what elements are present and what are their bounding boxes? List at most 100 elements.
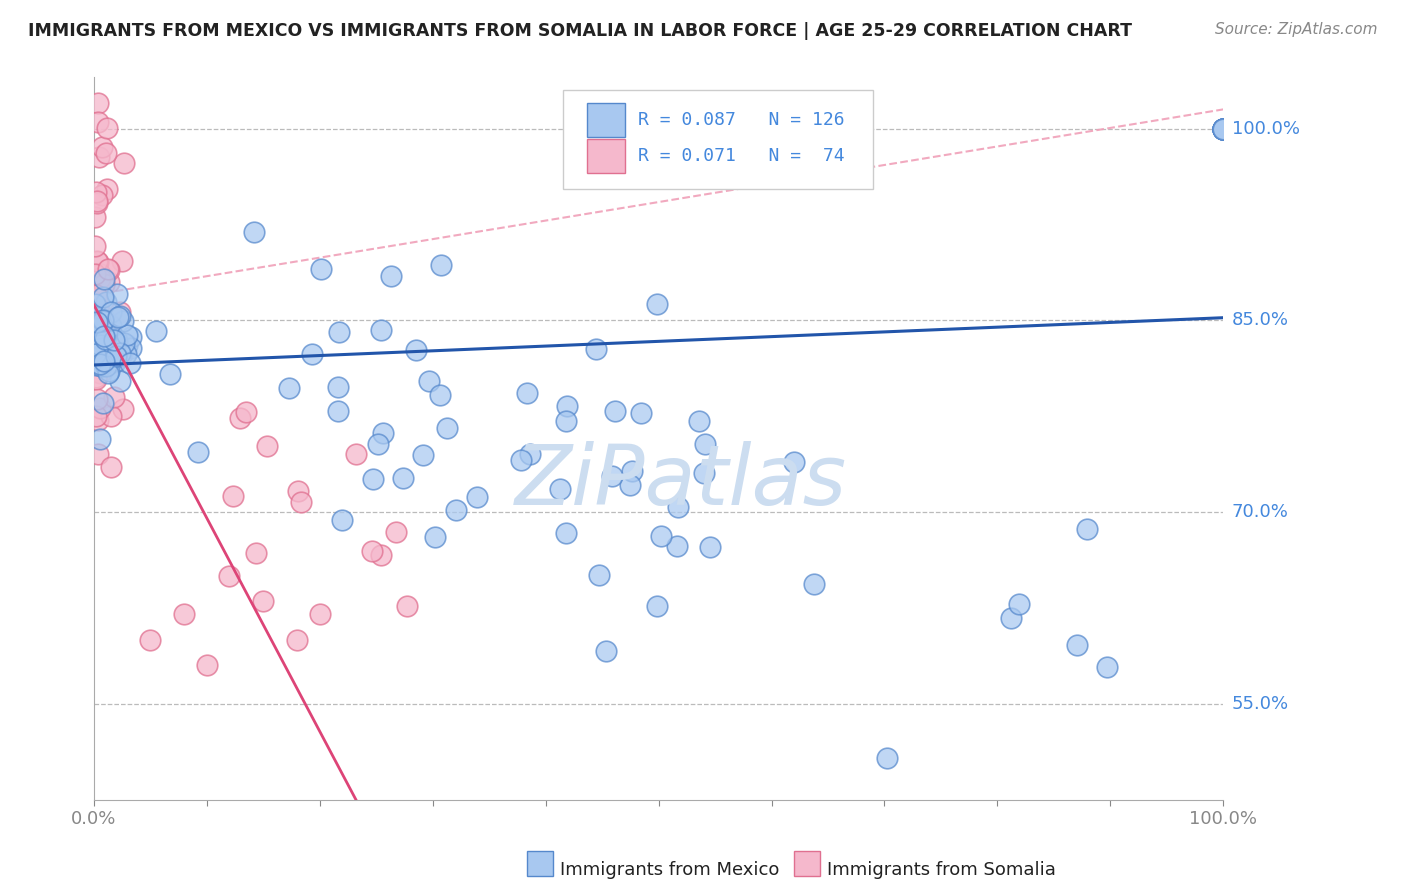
Point: [120, 330, 142, 344]
Point: [89, 150, 111, 164]
Point: [89, 432, 111, 446]
Point: [86, 392, 108, 407]
Point: [87, 447, 110, 461]
Point: [110, 309, 132, 323]
Point: [97, 275, 120, 289]
Point: [429, 388, 451, 402]
Point: [585, 342, 607, 356]
Point: [290, 495, 312, 509]
Point: [86, 409, 108, 424]
Point: [89, 278, 111, 293]
Point: [444, 503, 467, 517]
Point: [96, 359, 118, 373]
Point: [107, 310, 129, 324]
Point: [89, 325, 111, 339]
Point: [384, 524, 406, 539]
Point: [645, 297, 668, 311]
Text: Source: ZipAtlas.com: Source: ZipAtlas.com: [1215, 22, 1378, 37]
Point: [84, 358, 107, 372]
Point: [554, 526, 576, 541]
Point: [98, 364, 121, 378]
Point: [218, 569, 240, 583]
Point: [222, 489, 245, 503]
Point: [91, 312, 114, 326]
Point: [96, 326, 118, 341]
Point: [287, 483, 309, 498]
Point: [516, 386, 538, 401]
Point: [112, 314, 135, 328]
Point: [1212, 121, 1234, 136]
Point: [328, 404, 350, 418]
Point: [361, 544, 384, 558]
Point: [93, 358, 115, 372]
Point: [93, 272, 115, 286]
Point: [94, 146, 117, 161]
Point: [84, 330, 107, 344]
Point: [1095, 660, 1118, 674]
Point: [370, 548, 392, 562]
Point: [370, 322, 392, 336]
Point: [803, 577, 825, 591]
Point: [876, 751, 898, 765]
Point: [105, 334, 128, 348]
Point: [112, 401, 135, 416]
Point: [89, 366, 111, 380]
Point: [396, 599, 419, 613]
Point: [423, 529, 446, 543]
Point: [112, 336, 135, 351]
Point: [104, 332, 127, 346]
Point: [308, 607, 330, 622]
Point: [84, 346, 107, 360]
Point: [405, 343, 427, 358]
Point: [245, 546, 267, 560]
Point: [367, 437, 389, 451]
Point: [94, 331, 117, 345]
Point: [118, 356, 141, 370]
Point: [550, 482, 572, 496]
Point: [110, 375, 132, 389]
Point: [344, 447, 367, 461]
Point: [94, 331, 117, 345]
Point: [86, 194, 108, 208]
Point: [371, 425, 394, 440]
Point: [285, 632, 308, 647]
Point: [97, 263, 120, 277]
Point: [87, 255, 110, 269]
Point: [100, 409, 122, 424]
Point: [436, 421, 458, 435]
Point: [91, 140, 114, 154]
Point: [603, 404, 626, 418]
Point: [235, 405, 257, 419]
Point: [91, 313, 114, 327]
Point: [103, 333, 125, 347]
Point: [509, 453, 531, 467]
Point: [309, 261, 332, 276]
Point: [86, 254, 108, 268]
Point: [1212, 121, 1234, 136]
Point: [87, 321, 110, 335]
Point: [1212, 121, 1234, 136]
Point: [84, 316, 107, 330]
Point: [86, 334, 108, 349]
Point: [86, 195, 108, 210]
Point: [84, 210, 107, 224]
Point: [783, 455, 806, 469]
Point: [465, 490, 488, 504]
Point: [98, 340, 121, 354]
Text: Immigrants from Somalia: Immigrants from Somalia: [827, 861, 1056, 879]
Point: [103, 390, 125, 404]
Point: [84, 268, 107, 282]
Point: [86, 372, 108, 386]
Point: [103, 333, 125, 347]
Text: Immigrants from Mexico: Immigrants from Mexico: [560, 861, 779, 879]
Point: [100, 332, 122, 346]
Point: [650, 528, 672, 542]
Point: [693, 466, 716, 480]
Point: [111, 254, 134, 268]
Point: [595, 644, 617, 658]
Point: [87, 115, 110, 129]
Point: [1212, 121, 1234, 136]
Point: [688, 414, 710, 428]
Bar: [588, 103, 624, 137]
Point: [94, 316, 117, 330]
